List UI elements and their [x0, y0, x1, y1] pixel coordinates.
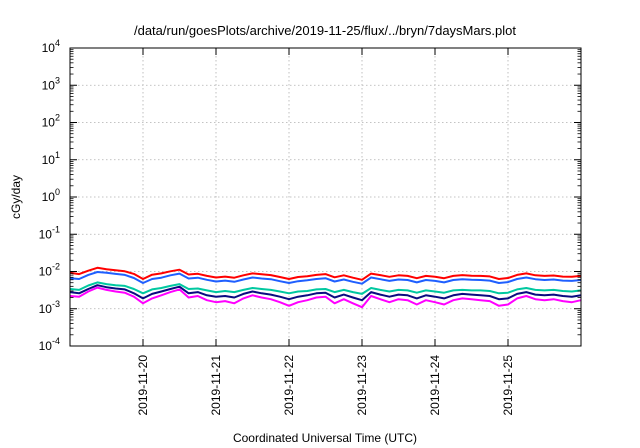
y-axis-label: cGy/day	[9, 175, 23, 219]
x-tick-label: 2019-11-21	[209, 355, 223, 416]
x-tick-label: 2019-11-25	[501, 355, 515, 416]
chart-title: /data/run/goesPlots/archive/2019-11-25/f…	[134, 23, 516, 38]
y-tick-label: 10-4	[39, 336, 60, 353]
series-line-3	[69, 281, 582, 295]
y-tick-label: 10-1	[39, 224, 60, 241]
series-line-4	[69, 284, 582, 302]
series-line-5	[69, 286, 582, 309]
x-tick-label: 2019-11-23	[355, 355, 369, 416]
y-tick-label: 10-2	[39, 262, 60, 279]
y-tick-label: 104	[42, 38, 60, 55]
series-lines	[69, 266, 582, 309]
y-tick-label: 101	[42, 150, 60, 167]
x-axis-ticks: 2019-11-20 2019-11-21 2019-11-22 2019-11-23…	[136, 48, 515, 416]
y-tick-label: 103	[42, 75, 60, 92]
x-axis-label: Coordinated Universal Time (UTC)	[233, 431, 417, 445]
x-tick-label: 2019-11-24	[428, 355, 442, 416]
series-line-2	[69, 271, 582, 285]
series-line-1	[69, 266, 582, 281]
x-tick-label: 2019-11-22	[282, 355, 296, 416]
x-tick-label: 2019-11-20	[136, 355, 150, 416]
y-tick-label: 10-3	[39, 299, 60, 316]
y-tick-label: 102	[42, 113, 60, 130]
y-tick-label: 100	[42, 187, 60, 204]
